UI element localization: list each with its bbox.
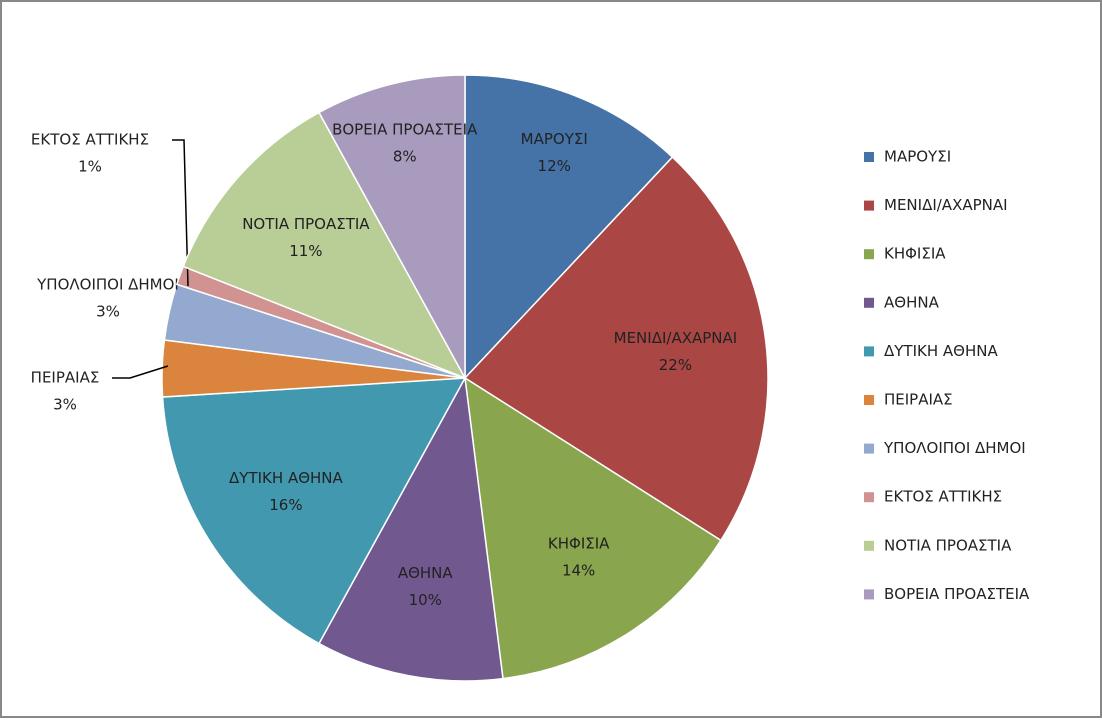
- pie-slice: [182, 111, 467, 380]
- legend-swatch: [864, 152, 874, 162]
- slice-value-label: 3%: [96, 303, 120, 321]
- pie-slice: [464, 376, 722, 680]
- slice-value-label: 10%: [409, 591, 442, 609]
- leader-line: [112, 365, 169, 379]
- slice-value-label: 16%: [269, 496, 302, 514]
- slice-value-label: 11%: [289, 242, 322, 260]
- legend-swatch: [864, 589, 874, 600]
- legend-swatch: [864, 443, 874, 454]
- leader-line: [172, 139, 189, 287]
- legend-swatch: [864, 346, 874, 357]
- slice-label: ΠΕΙΡΑΙΑΣ: [31, 369, 100, 387]
- slice-label: ΜΕΝΙΔΙ/ΑΧΑΡΝΑΙ: [614, 329, 738, 347]
- slice-value-label: 3%: [53, 396, 77, 414]
- pie-slice: [318, 74, 466, 379]
- legend-swatch: [864, 249, 874, 260]
- slice-label: ΚΗΦΙΣΙΑ: [548, 535, 610, 553]
- legend-swatch: [864, 395, 874, 405]
- pie-slice: [318, 375, 504, 682]
- slice-label: ΥΠΟΛΟΙΠΟΙ ΔΗΜΟΙ: [36, 276, 179, 294]
- legend-label: ΜΕΝΙΔΙ/ΑΧΑΡΝΑΙ: [884, 196, 1008, 214]
- legend-swatch: [864, 540, 874, 551]
- pie-slice: [463, 156, 769, 542]
- legend-label: ΠΕΙΡΑΙΑΣ: [884, 391, 953, 409]
- legend-swatch: [864, 200, 874, 211]
- slice-label: ΕΚΤΟΣ ΑΤΤΙΚΗΣ: [31, 131, 149, 149]
- pie-slice: [161, 377, 467, 645]
- legend-label: ΜΑΡΟΥΣΙ: [884, 148, 951, 166]
- slice-value-label: 8%: [393, 148, 417, 166]
- legend-swatch: [864, 297, 874, 308]
- slice-label: ΑΘΗΝΑ: [398, 564, 454, 582]
- slice-value-label: 14%: [562, 562, 595, 580]
- legend-label: ΔΥΤΙΚΗ ΑΘΗΝΑ: [884, 342, 998, 360]
- slice-value-label: 22%: [659, 356, 692, 374]
- pie-slice: [464, 74, 674, 380]
- legend-swatch: [864, 492, 874, 503]
- slice-value-label: 12%: [538, 157, 571, 175]
- legend-label: ΒΟΡΕΙΑ ΠΡΟΑΣΤΕΙΑ: [884, 585, 1030, 603]
- legend-label: ΑΘΗΝΑ: [884, 293, 940, 311]
- slice-label: ΒΟΡΕΙΑ ΠΡΟΑΣΤΕΙΑ: [332, 121, 478, 139]
- legend-label: ΥΠΟΛΟΙΠΟΙ ΔΗΜΟΙ: [883, 439, 1026, 457]
- slice-label: ΔΥΤΙΚΗ ΑΘΗΝΑ: [229, 469, 343, 487]
- slice-label: ΝΟΤΙΑ ΠΡΟΑΣΤΙΑ: [242, 215, 370, 233]
- legend-label: ΝΟΤΙΑ ΠΡΟΑΣΤΙΑ: [884, 536, 1012, 554]
- slice-label: ΜΑΡΟΥΣΙ: [521, 130, 588, 148]
- legend-label: ΚΗΦΙΣΙΑ: [884, 245, 946, 263]
- legend-label: ΕΚΤΟΣ ΑΤΤΙΚΗΣ: [884, 488, 1002, 506]
- slice-value-label: 1%: [78, 158, 102, 176]
